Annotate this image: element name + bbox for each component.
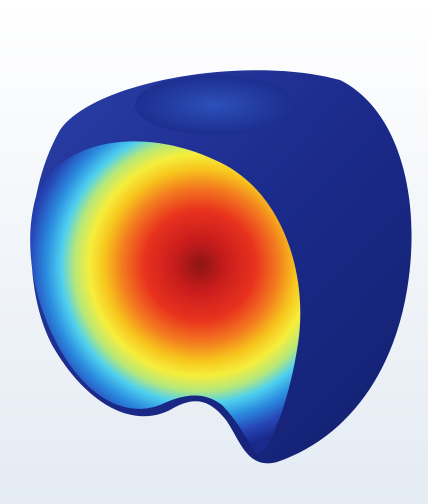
cut-face bbox=[30, 141, 301, 455]
top-opening bbox=[135, 75, 295, 135]
